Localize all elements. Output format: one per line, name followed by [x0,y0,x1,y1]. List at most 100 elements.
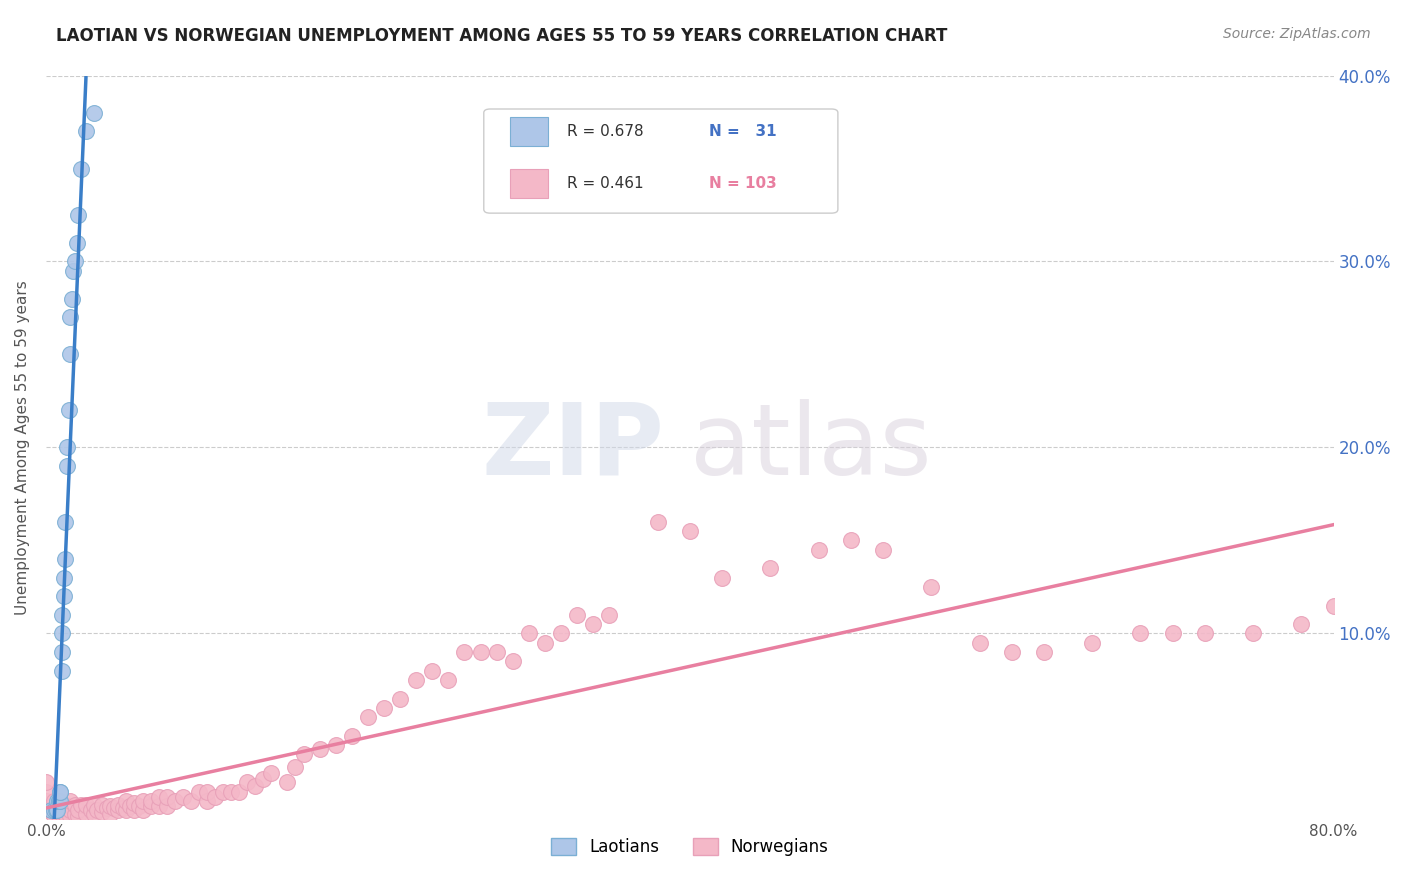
Point [112,801,135,815]
Point [70,161,93,176]
Point [550,626,572,640]
Point [60,292,83,306]
Text: atlas: atlas [690,399,931,496]
Point [48,794,70,808]
Point [75,797,97,812]
Point [46,794,69,808]
Point [598,607,620,622]
Text: LAOTIAN VS NORWEGIAN UNEMPLOYMENT AMONG AGES 55 TO 59 YEARS CORRELATION CHART: LAOTIAN VS NORWEGIAN UNEMPLOYMENT AMONG … [56,27,948,45]
Point [839,533,862,548]
Point [502,654,524,668]
Point [969,636,991,650]
Point [139,794,162,808]
Point [131,794,153,808]
Point [35,784,58,798]
Point [35,775,58,789]
Point [49,784,72,798]
Point [156,790,179,805]
Point [236,775,259,789]
Point [67,803,90,817]
Point [83,105,105,120]
Point [103,801,125,815]
Point [679,524,702,538]
Point [340,729,363,743]
Point [107,797,129,812]
Point [52,589,75,603]
Point [187,784,209,798]
Point [59,808,82,822]
Point [1032,645,1054,659]
Point [180,794,202,808]
Point [63,797,86,812]
Point [245,779,267,793]
Point [51,607,73,622]
Y-axis label: Unemployment Among Ages 55 to 59 years: Unemployment Among Ages 55 to 59 years [15,280,30,615]
Point [45,803,67,817]
Point [53,515,76,529]
Point [1081,636,1104,650]
Point [107,803,129,817]
Point [148,799,170,814]
Point [63,254,86,268]
Point [48,794,70,808]
Point [56,458,79,473]
Point [920,580,942,594]
Point [647,515,669,529]
Point [195,784,218,798]
Point [485,645,508,659]
Point [517,626,540,640]
Legend: Laotians, Norwegians: Laotians, Norwegians [544,831,835,863]
Point [405,673,427,687]
Point [53,552,76,566]
Text: N =   31: N = 31 [709,124,776,139]
Point [70,797,93,812]
Point [470,645,492,659]
Point [128,799,150,814]
Point [53,806,76,821]
Point [59,347,82,361]
Point [389,691,412,706]
Point [115,803,138,817]
Point [1161,626,1184,640]
Point [219,784,242,798]
Point [276,775,298,789]
Point [42,808,65,822]
Point [39,803,62,817]
Point [172,790,194,805]
Point [48,808,70,822]
Point [86,803,108,817]
Point [1241,626,1264,640]
Point [91,805,114,819]
Point [212,784,235,798]
Point [63,806,86,821]
Point [59,310,82,325]
Point [98,799,121,814]
Point [1291,617,1313,632]
Text: R = 0.678: R = 0.678 [568,124,644,139]
Point [534,636,557,650]
Text: Source: ZipAtlas.com: Source: ZipAtlas.com [1223,27,1371,41]
Text: N = 103: N = 103 [709,177,778,191]
Point [56,441,79,455]
Point [58,403,80,417]
Point [124,796,146,810]
Point [91,797,114,812]
Point [51,797,73,812]
Point [67,808,90,822]
Point [308,741,330,756]
Point [1323,599,1346,613]
Point [52,571,75,585]
Point [156,799,179,814]
Point [42,803,65,817]
FancyBboxPatch shape [509,117,548,146]
Point [53,797,76,812]
Point [582,617,605,632]
Point [807,542,830,557]
Point [46,803,69,817]
Point [67,208,90,222]
Point [83,797,105,812]
Point [872,542,894,557]
Point [42,803,65,817]
Point [118,799,141,814]
Point [49,794,72,808]
